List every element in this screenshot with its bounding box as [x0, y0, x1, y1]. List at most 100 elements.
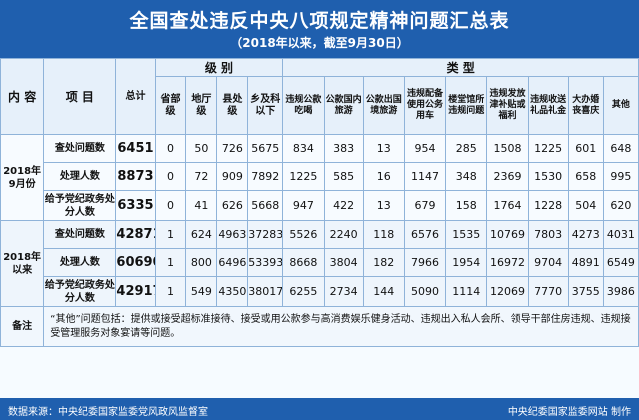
cell-type: 2369	[486, 162, 529, 191]
cell-type: 9704	[527, 248, 569, 277]
header-level-township: 乡及科以下	[247, 76, 284, 135]
row-total: 42917	[115, 276, 156, 307]
cell-type: 504	[567, 190, 604, 221]
header-level-bureau: 地厅级	[185, 76, 218, 135]
cell-type: 144	[362, 276, 405, 307]
cell-level: 549	[185, 276, 218, 307]
table-row: 处理人数 8873 0 72 909 7892 1225 585 16 1147…	[1, 162, 639, 191]
cell-level: 0	[154, 190, 187, 221]
cell-type: 13	[362, 134, 405, 163]
cell-type: 1764	[486, 190, 529, 221]
cell-type: 422	[323, 190, 364, 221]
cell-type: 10769	[486, 220, 529, 249]
cell-type: 2240	[323, 220, 364, 249]
cell-level: 7892	[247, 162, 284, 191]
cell-level: 72	[185, 162, 218, 191]
cell-type: 383	[323, 134, 364, 163]
cell-level: 909	[216, 162, 249, 191]
cell-level: 0	[154, 162, 187, 191]
header-type-dining: 违规公款吃喝	[282, 76, 325, 135]
row-item-label: 处理人数	[43, 162, 117, 191]
summary-table: 内 容 项 目 总计 级 别 类 型 省部级 地厅级 县处级 乡及科以下 违规公…	[0, 58, 639, 347]
row-item-label: 查处问题数	[43, 220, 117, 249]
cell-type: 3986	[602, 276, 639, 307]
header-type-official-car: 违规配备使用公务用车	[403, 76, 447, 135]
cell-type: 601	[567, 134, 604, 163]
cell-type: 12069	[486, 276, 529, 307]
period-label: 2018年以来	[0, 220, 45, 307]
row-total: 8873	[115, 162, 156, 191]
cell-type: 4273	[567, 220, 604, 249]
producer-credit: 中央纪委国家监委网站 制作	[507, 407, 631, 418]
cell-level: 0	[154, 134, 187, 163]
cell-level: 626	[216, 190, 249, 221]
header-item: 项 目	[43, 58, 117, 135]
header-type-buildings: 楼堂馆所违规问题	[445, 76, 488, 135]
cell-type: 4031	[602, 220, 639, 249]
cell-level: 37283	[247, 220, 284, 249]
cell-type: 2734	[323, 276, 364, 307]
cell-type: 1225	[282, 162, 325, 191]
footer-bar: 数据来源：中央纪委国家监委党风政风监督室 中央纪委国家监委网站 制作	[0, 398, 639, 420]
cell-type: 6255	[282, 276, 325, 307]
cell-type: 158	[445, 190, 488, 221]
header-type-domestic-travel: 公款国内旅游	[323, 76, 364, 135]
cell-type: 1114	[445, 276, 488, 307]
header-content: 内 容	[0, 58, 45, 135]
header-type-allowances: 违规发放津补贴或福利	[486, 76, 529, 135]
table-row: 给予党纪政务处分人数 6335 0 41 626 5668 947 422 13…	[1, 190, 639, 221]
cell-type: 6576	[403, 220, 447, 249]
header-level-county: 县处级	[216, 76, 249, 135]
cell-type: 7966	[403, 248, 447, 277]
header-type-other: 其他	[602, 76, 639, 135]
cell-type: 16	[362, 162, 405, 191]
data-source: 数据来源：中央纪委国家监委党风政风监督室	[8, 407, 208, 418]
cell-level: 38017	[247, 276, 284, 307]
table-row: 2018年9月份 查处问题数 6451 0 50 726 5675 834 38…	[0, 134, 639, 221]
title-banner: 全国查处违反中央八项规定精神问题汇总表 （2018年以来，截至9月30日）	[0, 0, 639, 58]
cell-type: 13	[362, 190, 405, 221]
cell-level: 4350	[216, 276, 249, 307]
page-title: 全国查处违反中央八项规定精神问题汇总表	[129, 10, 510, 32]
cell-type: 3804	[323, 248, 364, 277]
cell-level: 50	[185, 134, 218, 163]
cell-level: 5668	[247, 190, 284, 221]
cell-type: 585	[323, 162, 364, 191]
cell-type: 995	[602, 162, 639, 191]
page-subtitle: （2018年以来，截至9月30日）	[230, 36, 409, 50]
header-level-group: 级 别	[154, 58, 284, 77]
table-row: 给予党纪政务处分人数 42917 1 549 4350 38017 6255 2…	[1, 276, 639, 307]
note-label: 备注	[0, 306, 45, 347]
cell-type: 5526	[282, 220, 325, 249]
row-item-label: 查处问题数	[43, 134, 117, 163]
cell-type: 3755	[567, 276, 604, 307]
cell-type: 1508	[486, 134, 529, 163]
cell-level: 5675	[247, 134, 284, 163]
cell-level: 1	[154, 276, 187, 307]
cell-type: 7803	[527, 220, 569, 249]
cell-type: 947	[282, 190, 325, 221]
cell-type: 1535	[445, 220, 488, 249]
cell-level: 41	[185, 190, 218, 221]
row-item-label: 给予党纪政务处分人数	[43, 190, 117, 221]
cell-type: 182	[362, 248, 405, 277]
cell-type: 834	[282, 134, 325, 163]
row-total: 6335	[115, 190, 156, 221]
period-label: 2018年9月份	[0, 134, 45, 221]
cell-level: 1	[154, 220, 187, 249]
note-text: “其他”问题包括：提供或接受超标准接待、接受或用公款参与高消费娱乐健身活动、违规…	[43, 306, 639, 347]
cell-type: 954	[403, 134, 447, 163]
cell-level: 624	[185, 220, 218, 249]
cell-type: 620	[602, 190, 639, 221]
cell-type: 118	[362, 220, 405, 249]
row-item-label: 处理人数	[43, 248, 117, 277]
cell-level: 53393	[247, 248, 284, 277]
header-total: 总计	[115, 58, 156, 135]
row-total: 6451	[115, 134, 156, 163]
cell-type: 1228	[527, 190, 569, 221]
row-total: 60690	[115, 248, 156, 277]
note-row: 备注 “其他”问题包括：提供或接受超标准接待、接受或用公款参与高消费娱乐健身活动…	[0, 306, 639, 347]
cell-type: 679	[403, 190, 447, 221]
